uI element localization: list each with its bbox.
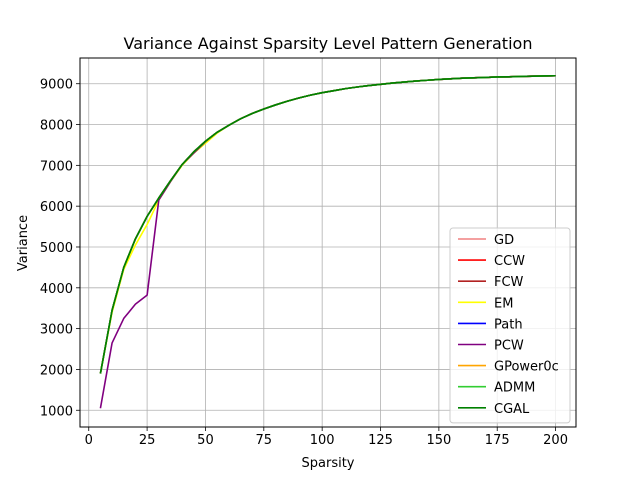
y-tick-label: 5000 [40,241,73,256]
legend-label: ADMM [494,381,535,396]
legend-box [449,227,571,424]
chart-title: Variance Against Sparsity Level Pattern … [124,34,533,53]
legend-label: PCW [494,339,524,354]
x-tick-label: 25 [139,433,156,448]
legend-label: GPower0c [494,360,559,375]
x-axis-label: Sparsity [302,456,355,471]
x-tick-label: 100 [310,433,335,448]
series-line-cgal [99,74,556,374]
x-axis: 0 25 50 75 100 125 150 175 200 [85,427,568,448]
legend-label: Path [494,317,523,332]
x-tick-label: 125 [368,433,393,448]
plot-frame [79,57,577,428]
x-tick-label: 175 [485,433,510,448]
y-axis-label: Variance [16,215,31,271]
x-tick-label: 200 [543,433,568,448]
legend-label: FCW [494,275,524,290]
x-tick-label: 75 [256,433,273,448]
legend: GD CCW FCW EM Path PCW GPower0c ADMM CGAL [449,227,571,424]
x-tick-label: 150 [426,433,451,448]
y-tick-label: 9000 [40,78,73,93]
y-tick-label: 7000 [40,159,73,174]
legend-label: CCW [494,254,525,269]
y-tick-label: 4000 [40,282,73,297]
x-tick-label: 50 [197,433,214,448]
y-tick-label: 3000 [40,323,73,338]
y-tick-label: 8000 [40,119,73,134]
legend-label: EM [494,296,513,311]
legend-label: GD [494,233,514,248]
y-tick-label: 6000 [40,200,73,215]
x-tick-label: 0 [85,433,93,448]
y-tick-label: 2000 [40,363,73,378]
series-lines [99,74,556,409]
legend-label: CGAL [494,402,530,417]
y-axis: 1000 2000 3000 4000 5000 6000 7000 8000 9000 [40,78,80,419]
y-tick-label: 1000 [40,404,73,419]
